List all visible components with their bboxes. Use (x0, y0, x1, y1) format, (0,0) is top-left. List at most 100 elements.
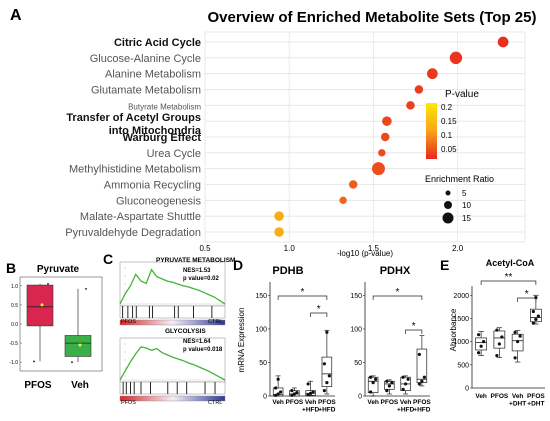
enrichment-curve (119, 346, 226, 381)
data-point (387, 384, 391, 388)
data-point (292, 392, 296, 396)
box (64, 335, 92, 357)
panel-b-letter: B (6, 260, 16, 276)
gsea-plot-pyruvate (119, 261, 226, 326)
data-point (311, 390, 315, 394)
data-point (371, 380, 375, 385)
panel-a-dots (274, 36, 509, 237)
data-point (500, 335, 504, 339)
x-category-label: Veh +HFD (397, 399, 414, 414)
y-tick-label: 0 (263, 394, 267, 401)
data-point (306, 382, 310, 386)
outlier-point (71, 361, 73, 364)
mean-marker (78, 343, 82, 347)
data-point (369, 390, 373, 394)
enrichment-legend-value: 15 (462, 214, 471, 223)
x-category-label: PFOS (286, 399, 304, 406)
data-point (513, 356, 517, 360)
data-point (534, 295, 538, 300)
sig-bracket (405, 329, 423, 334)
enrichment-dot (497, 36, 509, 48)
panel-b-boxes (26, 283, 92, 364)
y-tick-label: 0 (358, 394, 362, 401)
gsea-pvalue: p value=0.02 (183, 276, 220, 282)
pdhb-title: PDHB (272, 265, 303, 277)
outlier-point (85, 287, 87, 290)
enrichment-dot (449, 51, 463, 65)
enrichment-legend-title: Enrichment Ratio (425, 174, 494, 184)
pdhx-title: PDHX (380, 265, 411, 277)
data-point (513, 330, 517, 334)
data-point (274, 393, 278, 397)
enrichment-legend-dot-medium (444, 201, 452, 209)
data-point (401, 375, 405, 379)
panel-b-category: PFOS (24, 380, 52, 391)
panel-a-letter: A (10, 7, 22, 24)
y-tick-label: 0.0 (11, 322, 18, 328)
data-point (306, 393, 310, 397)
mean-marker (40, 303, 44, 307)
row-label: into Mitochondria (109, 125, 202, 137)
outlier-point (47, 283, 49, 285)
panel-e-letter: E (440, 257, 449, 273)
panel-a-grid (204, 31, 526, 243)
sig-bracket (372, 295, 423, 300)
data-point (417, 382, 421, 386)
data-point (276, 392, 280, 396)
x-category-label: PFOS (491, 393, 509, 400)
enrichment-dot (382, 116, 392, 126)
data-point (477, 351, 481, 355)
gsea-right-label: CTRL (208, 319, 222, 325)
enrichment-dot (348, 180, 358, 189)
enrichment-legend-value: 10 (462, 201, 471, 210)
data-point (279, 390, 283, 394)
rank-bar (119, 319, 226, 326)
panel-c-letter: C (103, 251, 113, 267)
sig-bracket (310, 312, 328, 317)
row-label: Transfer of Acetyl Groups (66, 112, 201, 124)
panel-a-xlabel: -log10 (p-value) (337, 249, 393, 258)
panel-b-title: Pyruvate (37, 264, 80, 275)
y-tick-label: 0.5 (11, 303, 18, 309)
pvalue-legend-title: P-value (445, 89, 479, 100)
sig-bracket (480, 280, 537, 285)
sig-label: * (301, 287, 305, 298)
data-point (477, 333, 481, 337)
gsea-frame (119, 261, 226, 307)
panel-b-y-ticks: 1.0 0.5 0.0 -0.5 -1.0 (9, 284, 22, 366)
y-tick-label: 1.0 (11, 284, 18, 290)
y-tick-label: 500 (457, 362, 469, 369)
sig-label: ** (505, 272, 513, 283)
gsea-nes: NES=1.64 (183, 339, 211, 345)
x-tick-label: 0.5 (199, 244, 211, 253)
hit-frame (119, 381, 226, 395)
enrichment-dot (274, 227, 284, 237)
row-label: Gluconeogenesis (116, 195, 202, 207)
enrichment-dot (339, 196, 347, 205)
pvalue-tick: 0.1 (441, 131, 453, 140)
row-label: Glutamate Metabolism (91, 85, 201, 97)
x-category-label: Veh (475, 393, 487, 400)
enrichment-dot (406, 101, 415, 110)
panel-b-category: Veh (71, 380, 89, 391)
gsea-frame (119, 337, 226, 383)
data-point (325, 330, 329, 334)
y-tick-label: 0 (465, 386, 469, 393)
data-point (406, 377, 410, 381)
data-point (479, 344, 483, 348)
y-tick-label: 2000 (453, 293, 469, 300)
panel-e-title: Acetyl-CoA (486, 258, 535, 268)
data-point (495, 328, 499, 332)
data-point (536, 314, 540, 318)
hit-frame (119, 305, 226, 319)
panel-a-row-labels: Citric Acid Cycle Glucose-Alanine Cycle Al… (65, 37, 202, 239)
data-point (495, 353, 499, 358)
x-category-label: PFOS (381, 399, 399, 406)
data-point (385, 379, 389, 383)
data-point (290, 389, 294, 393)
sig-bracket (277, 295, 328, 300)
data-point (417, 352, 421, 357)
x-tick-label: 1.0 (284, 244, 296, 253)
gsea-plot-glycolysis (119, 337, 226, 402)
